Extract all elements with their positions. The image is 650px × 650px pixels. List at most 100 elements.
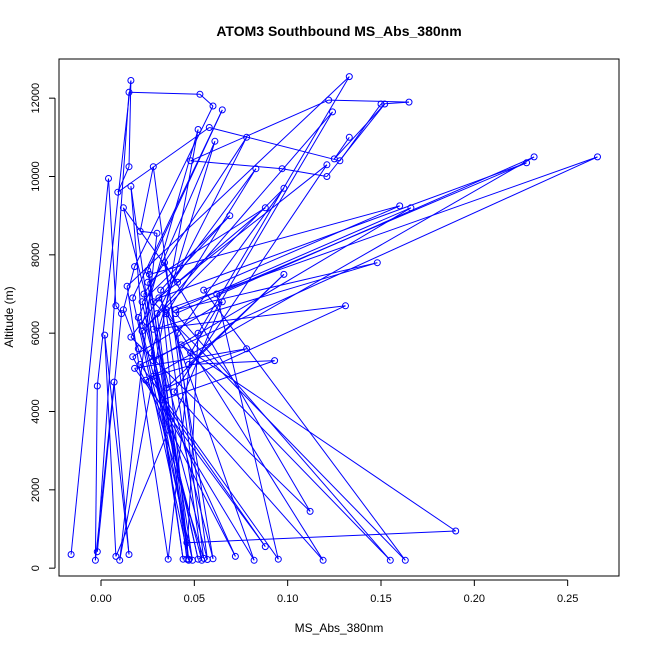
data-point	[93, 548, 101, 556]
data-point	[138, 298, 146, 306]
data-point	[594, 153, 601, 161]
series-line-segment	[139, 166, 154, 232]
data-point	[194, 329, 202, 337]
data-point	[131, 263, 139, 271]
series-line-segment	[158, 162, 527, 299]
series-line-segment	[134, 368, 266, 547]
series-line-segment	[197, 76, 350, 334]
data-point	[134, 345, 142, 353]
y-tick-label: 6000	[30, 321, 42, 345]
data-point	[194, 555, 202, 563]
data-point	[172, 310, 180, 318]
y-tick-label: 2000	[30, 478, 42, 502]
series-line-segment	[145, 327, 208, 560]
data-point	[271, 357, 279, 365]
series-line-segment	[166, 305, 346, 389]
series-line-segment	[175, 156, 535, 315]
data-point	[161, 259, 168, 267]
data-point	[123, 282, 131, 290]
series-line-segment	[165, 309, 255, 561]
y-axis-label: Altitude (m)	[2, 286, 16, 347]
series-line-segment	[134, 105, 214, 267]
series-line-segment	[94, 385, 98, 561]
series-line-segment	[104, 335, 130, 555]
data-point	[127, 77, 135, 84]
series-line-segment	[153, 348, 247, 377]
data-point	[127, 333, 135, 341]
series-line-segment	[216, 293, 279, 560]
data-point	[205, 124, 213, 131]
x-tick-label: 0.15	[370, 593, 391, 605]
series-line-segment	[115, 301, 223, 557]
data-point	[142, 323, 150, 331]
data-point	[373, 259, 381, 267]
series-line-segment	[190, 111, 333, 354]
data-point	[170, 388, 178, 396]
series-line-segment	[128, 91, 200, 95]
series-line-segment	[203, 205, 400, 291]
series-line-segment	[137, 348, 205, 559]
data-point	[101, 331, 109, 339]
data-point	[381, 100, 389, 108]
data-point	[116, 556, 124, 564]
series-line-segment	[160, 290, 190, 561]
data-point	[136, 227, 144, 235]
data-point	[174, 329, 181, 337]
data-point	[218, 298, 226, 306]
series-line-segment	[147, 109, 223, 271]
series-line-segment	[130, 336, 311, 512]
plot-frame	[58, 58, 620, 577]
data-point	[211, 137, 219, 145]
series-line-segment	[158, 297, 324, 561]
data-point	[67, 551, 75, 558]
series-line-segment	[139, 156, 598, 365]
series-line-segment	[122, 207, 214, 559]
data-point	[138, 327, 146, 335]
data-point	[127, 182, 135, 190]
series-line-segment	[175, 262, 378, 311]
data-point	[185, 556, 193, 564]
data-point	[177, 341, 185, 349]
data-point	[280, 184, 288, 192]
data-point	[93, 382, 101, 390]
data-point	[342, 302, 349, 310]
series-line-segment	[143, 137, 248, 295]
data-point	[134, 314, 142, 321]
data-point	[218, 106, 226, 114]
series-line-segment	[132, 301, 223, 358]
data-point	[243, 345, 251, 353]
data-point	[200, 286, 208, 294]
data-point	[149, 357, 157, 365]
data-point	[149, 163, 157, 171]
data-point	[125, 551, 133, 558]
data-point	[323, 173, 331, 180]
data-point	[157, 286, 165, 294]
series-line-segment	[150, 141, 216, 353]
series-line-segment	[173, 391, 324, 561]
series-line-segment	[203, 289, 406, 561]
series-line-segment	[162, 399, 266, 547]
data-point	[306, 507, 314, 515]
series-line-segment	[117, 166, 130, 193]
series-line-segment	[149, 205, 400, 275]
series-line-segment	[162, 360, 275, 401]
y-tick-label: 4000	[30, 399, 42, 423]
data-point	[274, 555, 282, 563]
series-line-segment	[141, 215, 231, 303]
data-point	[112, 552, 120, 560]
data-point	[153, 229, 161, 237]
data-point	[330, 155, 338, 163]
data-point	[159, 396, 167, 404]
x-tick-label: 0.10	[277, 593, 298, 605]
y-tick-label: 0	[30, 565, 42, 571]
data-point	[243, 133, 251, 141]
data-point	[119, 306, 127, 314]
data-point	[280, 270, 288, 278]
series-line-segment	[130, 186, 143, 326]
data-point	[396, 202, 404, 210]
data-point	[114, 188, 122, 196]
data-point	[131, 364, 139, 372]
data-point	[329, 108, 336, 116]
data-point	[144, 267, 152, 274]
data-point	[345, 133, 353, 141]
